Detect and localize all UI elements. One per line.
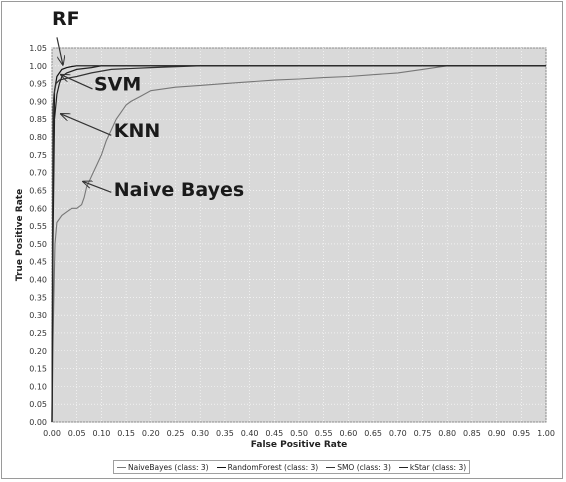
x-tick-label: 0.20	[142, 429, 160, 438]
legend-item: NaiveBayes (class: 3)	[117, 463, 209, 472]
legend-label: SMO (class: 3)	[337, 462, 391, 472]
annotation-arrow	[83, 182, 112, 193]
y-tick-label: 0.65	[29, 186, 47, 195]
y-tick-label: 1.05	[29, 44, 47, 53]
y-tick-label: 0.55	[29, 222, 47, 231]
annotation-label: RF	[52, 8, 80, 30]
x-tick-label: 0.95	[512, 429, 530, 438]
annotation-label: SVM	[94, 74, 141, 96]
y-tick-label: 0.50	[29, 240, 47, 249]
y-tick-label: 0.95	[29, 80, 47, 89]
y-tick-label: 0.90	[29, 97, 47, 106]
y-tick-label: 0.15	[29, 365, 47, 374]
x-tick-label: 0.50	[290, 429, 308, 438]
y-tick-label: 0.20	[29, 347, 47, 356]
annotation-label: KNN	[114, 120, 161, 142]
y-tick-label: 0.25	[29, 329, 47, 338]
legend-swatch	[216, 466, 226, 468]
y-tick-label: 0.60	[29, 204, 47, 213]
x-tick-labels: 0.00 0.05 0.10 0.15 0.20 0.25 0.30 0.35 0.40 0.45…	[43, 429, 555, 438]
annotation-label: Naive Bayes	[114, 179, 244, 201]
y-tick-label: 0.85	[29, 115, 47, 124]
y-axis-title: True Positive Rate	[15, 189, 25, 281]
legend: NaiveBayes (class: 3) RandomForest (class…	[113, 460, 471, 474]
x-tick-label: 0.00	[43, 429, 61, 438]
y-tick-label: 0.10	[29, 382, 47, 391]
x-tick-label: 0.15	[117, 429, 135, 438]
legend-label: kStar (class: 3)	[409, 462, 467, 472]
x-tick-label: 0.55	[315, 429, 333, 438]
y-tick-labels: 0.00 0.05 0.10 0.15 0.20 0.25 0.30 0.35 0.40 0.45…	[29, 44, 47, 427]
legend-swatch	[117, 466, 126, 468]
annotation-arrow	[56, 37, 63, 64]
y-tick-label: 0.05	[29, 400, 47, 409]
x-tick-label: 0.65	[364, 429, 382, 438]
x-axis-title: False Positive Rate	[251, 440, 348, 450]
x-tick-label: 0.80	[438, 429, 456, 438]
x-tick-label: 0.30	[191, 429, 209, 438]
legend-label: NaiveBayes (class: 3)	[128, 462, 209, 472]
series-line-3	[51, 65, 546, 423]
legend-item: RandomForest (class: 3)	[216, 462, 319, 472]
x-tick-label: 0.90	[488, 429, 506, 438]
y-tick-label: 0.45	[29, 258, 47, 267]
series-line-0	[51, 65, 546, 423]
x-tick-label: 0.40	[241, 429, 259, 438]
y-tick-label: 0.00	[29, 418, 47, 427]
annotation-arrow	[61, 114, 112, 136]
y-tick-label: 1.00	[29, 62, 47, 71]
x-tick-label: 0.35	[216, 429, 234, 438]
y-tick-label: 0.75	[29, 151, 47, 160]
x-tick-label: 1.00	[537, 429, 555, 438]
grid-lines	[51, 47, 547, 423]
x-tick-label: 0.25	[167, 429, 185, 438]
legend-swatch	[398, 466, 408, 468]
y-tick-label: 0.80	[29, 133, 47, 142]
legend-item: SMO (class: 3)	[326, 463, 391, 472]
y-tick-label: 0.40	[29, 276, 47, 285]
annotations: RF SVM KNN Naive Bayes	[52, 8, 244, 201]
series-group	[51, 65, 546, 423]
y-tick-label: 0.30	[29, 311, 47, 320]
annotation-arrow	[61, 75, 93, 90]
y-tick-label: 0.35	[29, 293, 47, 302]
x-tick-label: 0.60	[339, 429, 357, 438]
x-tick-label: 0.05	[68, 429, 86, 438]
x-tick-label: 0.45	[265, 429, 283, 438]
x-tick-label: 0.85	[463, 429, 481, 438]
x-tick-label: 0.75	[414, 429, 432, 438]
y-tick-label: 0.70	[29, 169, 47, 178]
legend-swatch	[326, 466, 336, 468]
x-tick-label: 0.70	[389, 429, 407, 438]
legend-item: kStar (class: 3)	[398, 462, 467, 472]
legend-label: RandomForest (class: 3)	[227, 462, 319, 472]
x-tick-label: 0.10	[92, 429, 110, 438]
